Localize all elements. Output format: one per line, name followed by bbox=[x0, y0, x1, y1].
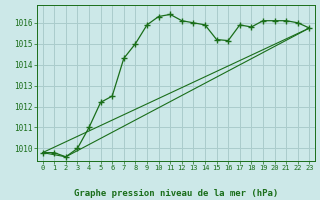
Text: Graphe pression niveau de la mer (hPa): Graphe pression niveau de la mer (hPa) bbox=[74, 189, 278, 198]
